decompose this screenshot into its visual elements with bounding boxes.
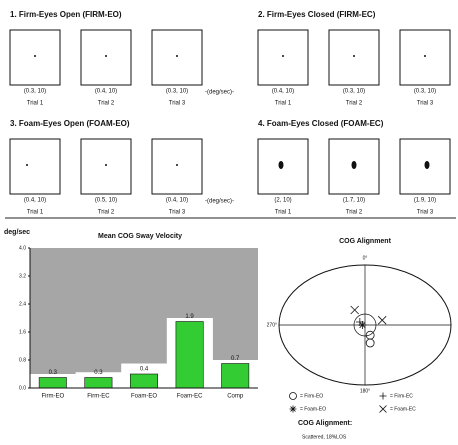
bar bbox=[38, 377, 67, 389]
trial-value: (0.4, 10) bbox=[166, 198, 188, 204]
alignment-point bbox=[358, 321, 367, 329]
y-tick-label: 1.6 bbox=[19, 329, 26, 335]
y-tick-label: 0.0 bbox=[19, 385, 26, 391]
value-label: 0.7 bbox=[231, 356, 240, 362]
trial-value: (0.4, 10) bbox=[24, 198, 46, 204]
alignment-point bbox=[365, 338, 375, 348]
y-tick-label: 3.2 bbox=[19, 273, 26, 279]
bar bbox=[175, 321, 204, 389]
alignment-title: COG Alignment bbox=[339, 238, 392, 245]
symbol bbox=[379, 392, 387, 400]
trial-name: Trial 1 bbox=[27, 210, 44, 216]
trial-name: Trial 3 bbox=[169, 210, 186, 216]
group-title: 4. Foam-Eyes Closed (FOAM-EC) bbox=[258, 119, 384, 128]
y-axis-label: deg/sec bbox=[4, 229, 30, 236]
trial-box bbox=[9, 29, 61, 86]
trial-box bbox=[328, 29, 380, 86]
bar bbox=[221, 363, 250, 389]
trial-name: Trial 3 bbox=[417, 210, 434, 216]
x-tick-label: Firm-EO bbox=[41, 394, 64, 400]
center-zone bbox=[353, 313, 377, 337]
alignment-point bbox=[350, 305, 359, 315]
value-label: 0.3 bbox=[94, 370, 103, 376]
left-label: 270° bbox=[267, 322, 277, 328]
sway-trace bbox=[176, 164, 178, 166]
trial-box bbox=[151, 29, 203, 86]
alignment-point bbox=[377, 315, 387, 325]
bar bbox=[130, 373, 158, 389]
summary-title: COG Alignment: bbox=[298, 420, 352, 427]
legend-label: = Foam-EC bbox=[390, 406, 416, 412]
summary: Scattered, 18%LOS bbox=[302, 434, 347, 440]
trial-name: Trial 2 bbox=[346, 101, 363, 107]
x-tick-label: Foam-EC bbox=[177, 394, 203, 400]
bar bbox=[84, 377, 113, 389]
value-label: 0.4 bbox=[140, 367, 149, 373]
sway-trace bbox=[34, 55, 36, 57]
symbol bbox=[379, 405, 387, 413]
legend-label: = Firm-EO bbox=[300, 393, 323, 399]
trial-name: Trial 2 bbox=[98, 210, 115, 216]
unit-label: -(deg/sec)- bbox=[205, 199, 234, 205]
y-tick-label: 2.4 bbox=[19, 301, 26, 307]
trial-value: (0.4, 10) bbox=[272, 89, 294, 95]
trial-box bbox=[80, 29, 132, 86]
y-tick-label: 4.0 bbox=[19, 245, 26, 251]
y-tick-label: 0.8 bbox=[19, 357, 26, 363]
sway-trace bbox=[105, 55, 107, 57]
sway-trace bbox=[351, 161, 357, 169]
trial-value: (0.3, 10) bbox=[414, 89, 436, 95]
sway-trace bbox=[105, 164, 107, 166]
group-title: 1. Firm-Eyes Open (FIRM-EO) bbox=[10, 10, 122, 19]
trial-name: Trial 1 bbox=[275, 101, 292, 107]
sway-trace bbox=[176, 55, 178, 57]
sway-trace bbox=[424, 55, 426, 57]
trial-value: (0.3, 10) bbox=[343, 89, 365, 95]
bottom-label: 180° bbox=[360, 388, 370, 394]
group-title: 2. Firm-Eyes Closed (FIRM-EC) bbox=[258, 10, 376, 19]
sway-trace bbox=[278, 161, 284, 169]
chart-title: Mean COG Sway Velocity bbox=[98, 233, 182, 240]
trial-value: (0.4, 10) bbox=[95, 89, 117, 95]
sway-trace bbox=[26, 164, 28, 166]
sway-trace bbox=[424, 161, 430, 169]
trial-value: (0.5, 10) bbox=[95, 198, 117, 204]
x-tick-label: Comp bbox=[227, 394, 244, 400]
value-label: 0.3 bbox=[49, 370, 58, 376]
trial-name: Trial 1 bbox=[275, 210, 292, 216]
unit-label: -(deg/sec)- bbox=[205, 90, 234, 96]
trial-name: Trial 1 bbox=[27, 101, 44, 107]
trial-value: (1.9, 10) bbox=[414, 198, 436, 204]
trial-value: (0.3, 10) bbox=[166, 89, 188, 95]
trial-name: Trial 3 bbox=[417, 101, 434, 107]
x-tick-label: Foam-EO bbox=[131, 394, 157, 400]
trial-box bbox=[399, 29, 451, 86]
legend-label: = Firm-EC bbox=[390, 393, 413, 399]
symbol bbox=[289, 405, 297, 413]
trial-value: (0.3, 10) bbox=[24, 89, 46, 95]
trial-box bbox=[80, 138, 132, 195]
trial-name: Trial 2 bbox=[346, 210, 363, 216]
trial-value: (1.7, 10) bbox=[343, 198, 365, 204]
trial-value: (2, 10) bbox=[274, 198, 291, 204]
trial-name: Trial 2 bbox=[98, 101, 115, 107]
top-label: 0° bbox=[363, 255, 368, 261]
x-tick-label: Firm-EC bbox=[87, 394, 110, 400]
trial-box bbox=[151, 138, 203, 195]
alignment-point bbox=[365, 330, 375, 340]
group-title: 3. Foam-Eyes Open (FOAM-EO) bbox=[10, 119, 130, 128]
trial-box bbox=[257, 29, 309, 86]
trial-box bbox=[9, 138, 61, 195]
trial-name: Trial 3 bbox=[169, 101, 186, 107]
value-label: 1.9 bbox=[185, 314, 194, 320]
legend-label: = Foam-EO bbox=[300, 406, 326, 412]
sway-trace bbox=[282, 55, 284, 57]
symbol bbox=[289, 392, 297, 400]
sway-trace bbox=[353, 55, 355, 57]
